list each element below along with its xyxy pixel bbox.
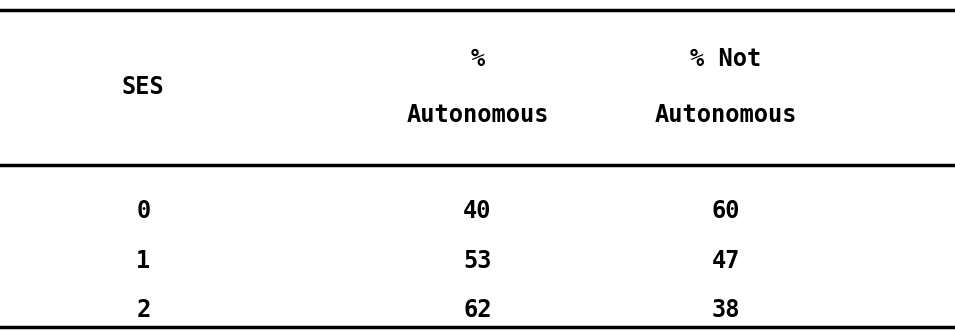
- Text: 53: 53: [463, 249, 492, 273]
- Text: 2: 2: [137, 298, 150, 322]
- Text: 60: 60: [711, 199, 740, 223]
- Text: 1: 1: [137, 249, 150, 273]
- Text: 38: 38: [711, 298, 740, 322]
- Text: Autonomous: Autonomous: [654, 104, 797, 127]
- Text: % Not: % Not: [690, 48, 761, 71]
- Text: %: %: [471, 48, 484, 71]
- Text: Autonomous: Autonomous: [406, 104, 549, 127]
- Text: 47: 47: [711, 249, 740, 273]
- Text: 0: 0: [137, 199, 150, 223]
- Text: SES: SES: [122, 76, 164, 99]
- Text: 62: 62: [463, 298, 492, 322]
- Text: 40: 40: [463, 199, 492, 223]
